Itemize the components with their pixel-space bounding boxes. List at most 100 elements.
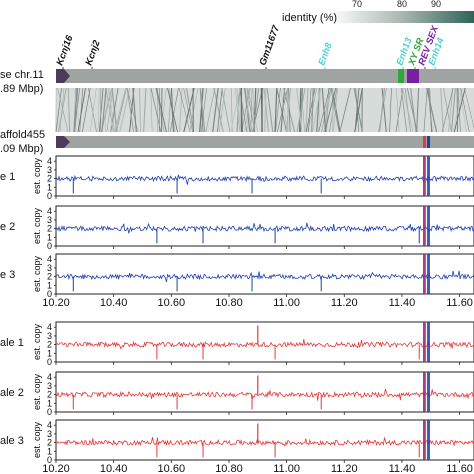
synteny-line — [213, 87, 224, 133]
synteny-line — [311, 87, 314, 133]
panel-frame — [55, 155, 474, 197]
identity-tick-70: 70 — [352, 0, 362, 9]
sample-label: ale 1 — [0, 337, 24, 349]
sex-region-blue-band — [427, 322, 430, 362]
y-tick-label: 2 — [47, 390, 52, 400]
sample-label: e 1 — [0, 171, 15, 183]
synteny-line — [331, 87, 341, 133]
synteny-line — [275, 87, 281, 133]
synteny-line — [101, 87, 107, 133]
y-tick-label: 3 — [47, 263, 52, 273]
y-tick-label: 0 — [47, 357, 52, 367]
synteny-line — [404, 87, 412, 133]
y-tick-label: 4 — [47, 156, 52, 166]
y-tick-label: 4 — [47, 322, 52, 332]
synteny-line — [205, 87, 216, 133]
sample-label: ale 3 — [0, 435, 24, 447]
synteny-line — [457, 87, 461, 133]
x-tick-label: 11.40 — [389, 297, 416, 309]
kcnj16-gene-arrow — [56, 69, 70, 83]
x-tick-label: 11.40 — [389, 463, 416, 474]
x-tick-label: 11.00 — [273, 463, 300, 474]
synteny-line — [389, 87, 392, 133]
synteny-line — [252, 87, 260, 133]
scaffold-red-marker — [423, 136, 426, 148]
x-tick-label: 10.40 — [100, 297, 128, 309]
synteny-line — [67, 87, 71, 133]
copy-number-trace — [55, 436, 474, 447]
x-tick-label: 10.20 — [42, 463, 70, 474]
copy-number-trace — [55, 388, 474, 401]
synteny-line — [339, 87, 351, 133]
synteny-line — [453, 87, 466, 133]
synteny-line — [189, 87, 199, 133]
gene-label-enh8: Enh8 — [316, 41, 335, 67]
y-tick-label: 2 — [47, 174, 52, 184]
synteny-line — [58, 87, 67, 133]
synteny-line — [88, 87, 97, 133]
y-tick-label: 1 — [47, 446, 52, 456]
synteny-line — [426, 87, 438, 133]
x-tick-label: 11.00 — [273, 297, 300, 309]
synteny-line — [178, 87, 183, 133]
synteny-line — [298, 87, 302, 133]
y-tick-label: 4 — [47, 372, 52, 382]
synteny-line — [132, 87, 137, 133]
synteny-line — [221, 87, 231, 133]
panel-frame — [55, 321, 474, 363]
synteny-line — [105, 87, 107, 133]
synteny-line — [288, 87, 291, 133]
synteny-line — [57, 87, 69, 133]
sex-region-blue-band — [427, 420, 430, 460]
y-tick-label: 2 — [47, 272, 52, 282]
synteny-line — [183, 87, 195, 133]
synteny-line — [77, 87, 86, 133]
synteny-line — [453, 87, 463, 133]
y-tick-label: 0 — [47, 191, 52, 201]
synteny-line — [441, 87, 454, 133]
synteny-line — [308, 87, 312, 133]
copy-number-trace — [55, 270, 474, 283]
synteny-line — [89, 87, 97, 133]
synteny-line — [241, 87, 250, 133]
synteny-line — [321, 87, 327, 133]
synteny-line — [296, 87, 303, 133]
synteny-line — [264, 87, 267, 133]
scaffold-track: affold455 .09 Mbp) — [0, 129, 474, 155]
synteny-line — [73, 87, 78, 133]
y-tick-label: 3 — [47, 215, 52, 225]
synteny-line — [212, 87, 219, 133]
synteny-line — [236, 87, 242, 133]
synteny-line — [440, 87, 444, 133]
scaffold-blue-marker — [427, 136, 430, 148]
synteny-line — [55, 87, 62, 133]
synteny-alignment — [55, 87, 474, 133]
y-tick-label: 0 — [47, 241, 52, 251]
identity-tick-80: 80 — [397, 0, 407, 9]
synteny-line — [252, 87, 255, 133]
synteny-line — [167, 87, 172, 133]
synteny-line — [464, 87, 474, 129]
y-axis-label: est. copy — [32, 157, 42, 194]
y-axis-label: est. copy — [32, 373, 42, 410]
synteny-line — [178, 87, 191, 133]
x-tick-label: 10.60 — [158, 297, 186, 309]
identity-label: identity (%) — [282, 12, 337, 24]
synteny-line — [160, 87, 163, 133]
synteny-line — [98, 87, 104, 133]
synteny-line — [105, 87, 115, 133]
y-tick-label: 1 — [47, 348, 52, 358]
x-tick-label: 10.40 — [100, 463, 128, 474]
synteny-line — [332, 87, 339, 133]
sample-label: e 2 — [0, 221, 15, 233]
y-tick-label: 2 — [47, 340, 52, 350]
synteny-line — [321, 87, 332, 133]
y-tick-label: 1 — [47, 398, 52, 408]
sample-label: e 3 — [0, 269, 15, 281]
y-tick-label: 2 — [47, 224, 52, 234]
